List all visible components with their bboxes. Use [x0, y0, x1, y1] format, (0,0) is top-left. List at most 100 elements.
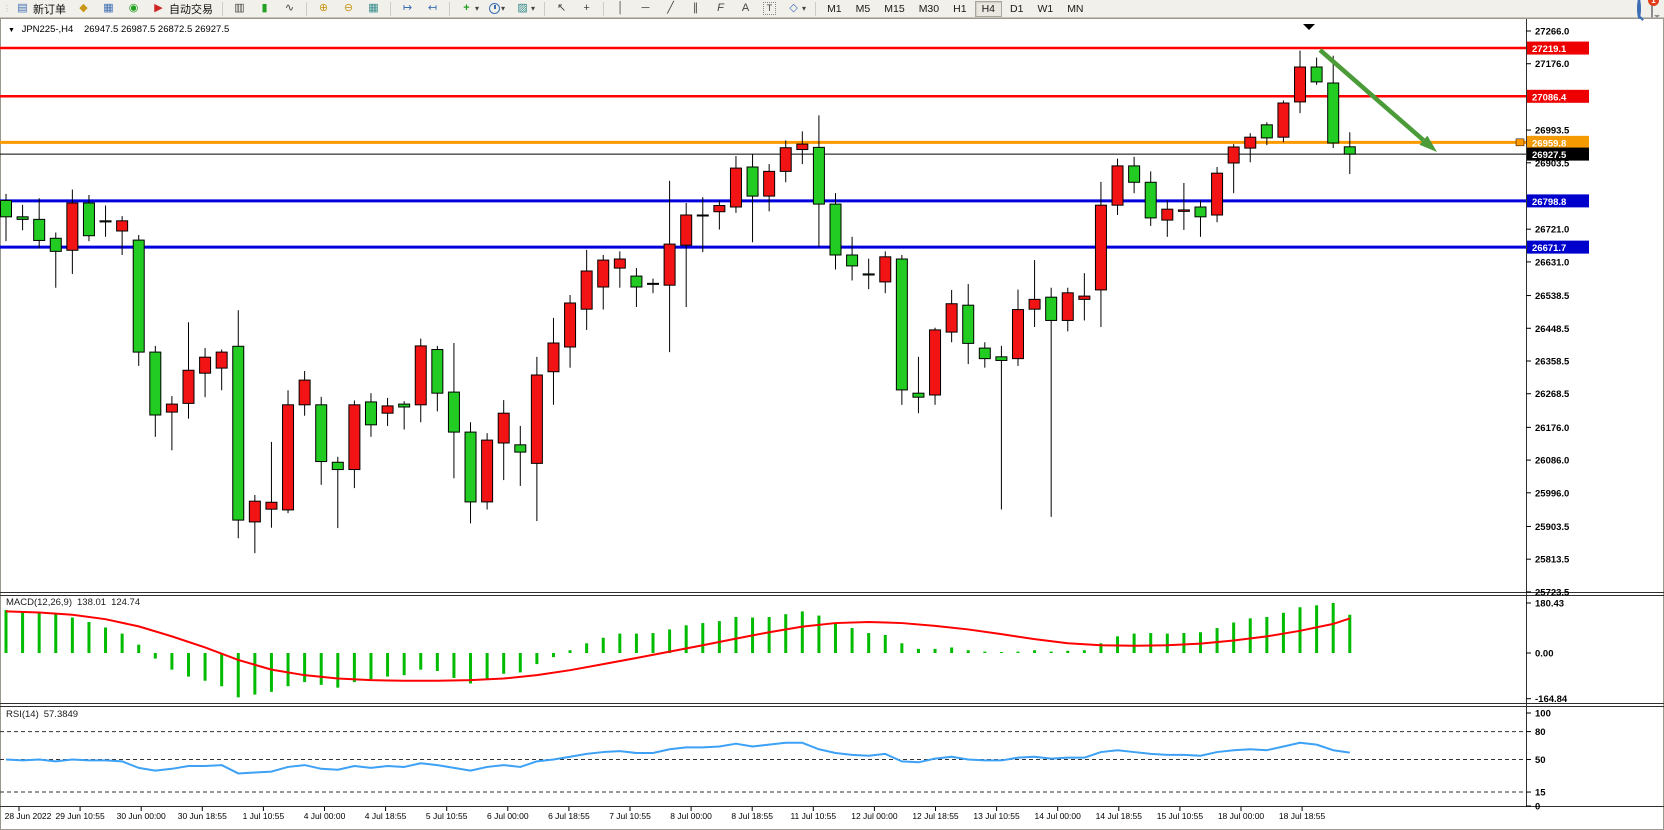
- auto-scroll-button[interactable]: ↦: [396, 1, 419, 17]
- equidistant-channel-tool-button[interactable]: ∥: [684, 1, 707, 17]
- x-axis-label[interactable]: 12 Jul 18:55: [912, 811, 959, 821]
- timeframe-m30[interactable]: M30: [918, 2, 940, 15]
- x-axis-label[interactable]: 28 Jun 2022: [5, 811, 52, 821]
- trendline-tool-button[interactable]: ╱: [659, 1, 682, 17]
- timeframe-m1[interactable]: M1: [827, 2, 842, 15]
- candlestick-chart-button[interactable]: ▮: [253, 1, 276, 17]
- candle-body: [1144, 181, 1157, 219]
- shapes-tool-button[interactable]: ◇ ▾: [782, 1, 810, 17]
- x-axis-label[interactable]: 1 Jul 10:55: [243, 811, 285, 821]
- x-axis-label[interactable]: 14 Jul 18:55: [1096, 811, 1143, 821]
- fibonacci-tool-button[interactable]: F: [709, 1, 732, 17]
- candle-body: [1343, 146, 1356, 155]
- crosshair-tool-button[interactable]: +: [575, 1, 598, 17]
- candle-body: [33, 218, 46, 241]
- y-axis-label[interactable]: 26448.5: [1535, 324, 1570, 335]
- x-axis-label[interactable]: 18 Jul 00:00: [1218, 811, 1265, 821]
- templates-button[interactable]: ▨ ▾: [511, 1, 539, 17]
- y-axis-label[interactable]: 26268.5: [1535, 389, 1570, 400]
- x-axis-label[interactable]: 18 Jul 18:55: [1279, 811, 1326, 821]
- y-axis-label[interactable]: 25723.5: [1535, 587, 1570, 598]
- candle-body: [331, 461, 344, 471]
- equidistant-channel-icon: ∥: [692, 2, 699, 14]
- y-axis-label[interactable]: 26358.5: [1535, 357, 1570, 368]
- y-axis-label[interactable]: 26721.0: [1535, 225, 1569, 236]
- x-axis-label[interactable]: 7 Jul 10:55: [609, 811, 651, 821]
- candle-body: [1194, 206, 1207, 218]
- x-axis-label[interactable]: 4 Jul 18:55: [365, 811, 407, 821]
- x-axis-label[interactable]: 4 Jul 00:00: [304, 811, 346, 821]
- deposit-icon: ◆: [79, 2, 88, 14]
- toolbar-grip[interactable]: ⋮⋮: [3, 4, 9, 13]
- timeframe-h4[interactable]: H4: [974, 0, 1002, 17]
- signals-button[interactable]: ◉: [122, 1, 145, 17]
- y-axis-label[interactable]: 25996.0: [1535, 488, 1569, 499]
- x-axis-label[interactable]: 13 Jul 10:55: [973, 811, 1020, 821]
- x-axis-label[interactable]: 29 Jun 10:55: [56, 811, 105, 821]
- y-axis-label[interactable]: 26538.5: [1535, 291, 1570, 302]
- x-axis-label[interactable]: 6 Jul 18:55: [548, 811, 590, 821]
- history-center-button[interactable]: ▦: [97, 1, 120, 17]
- zoom-in-button[interactable]: ⊕: [312, 1, 335, 17]
- horizontal-line-tool-button[interactable]: ─: [634, 1, 657, 17]
- candle-body: [1244, 136, 1257, 149]
- x-axis-label[interactable]: 15 Jul 10:55: [1157, 811, 1204, 821]
- add-indicator-button[interactable]: + ▾: [455, 1, 483, 17]
- chart-shift-button[interactable]: ↤: [421, 1, 444, 17]
- timeframe-m15[interactable]: M15: [884, 2, 905, 15]
- y-axis-label[interactable]: 26903.5: [1535, 158, 1570, 169]
- y-axis-label[interactable]: 26086.0: [1535, 456, 1569, 467]
- bar-chart-button[interactable]: ▥: [228, 1, 251, 17]
- periods-button[interactable]: ▾: [485, 1, 509, 17]
- tile-windows-button[interactable]: ▦: [362, 1, 385, 17]
- y-axis-label[interactable]: 25903.5: [1535, 522, 1570, 533]
- candle-body: [680, 214, 693, 246]
- cursor-tool-button[interactable]: ↖: [550, 1, 573, 17]
- macd-axis-label: -164.84: [1535, 694, 1568, 705]
- y-axis-label[interactable]: 26993.5: [1535, 126, 1570, 137]
- deposit-button[interactable]: ◆: [72, 1, 95, 17]
- x-axis-label[interactable]: 11 Jul 10:55: [790, 811, 836, 821]
- y-axis-label[interactable]: 27266.0: [1535, 27, 1569, 38]
- x-axis-label[interactable]: 8 Jul 00:00: [670, 811, 712, 821]
- chart-shift-icon: ↤: [427, 2, 438, 14]
- y-axis-label[interactable]: 25813.5: [1535, 555, 1570, 566]
- timeframe-d1[interactable]: D1: [1010, 2, 1024, 15]
- x-axis-label[interactable]: 5 Jul 10:55: [426, 811, 468, 821]
- x-axis-label[interactable]: 12 Jul 00:00: [851, 811, 898, 821]
- auto-trading-button[interactable]: ▶ 自动交易: [147, 1, 217, 17]
- vertical-line-icon: │: [617, 2, 624, 14]
- y-axis-label[interactable]: 26176.0: [1535, 423, 1569, 434]
- toolbar-separator: [222, 1, 223, 16]
- timeframe-h1[interactable]: H1: [953, 2, 967, 15]
- trend-arrow-head[interactable]: [1419, 135, 1437, 152]
- search-icon: [1637, 0, 1641, 19]
- text-tool-button[interactable]: A: [734, 1, 757, 17]
- y-axis-label[interactable]: 27176.0: [1535, 59, 1569, 70]
- x-axis-label[interactable]: 6 Jul 00:00: [487, 811, 529, 821]
- zoom-out-button[interactable]: ⊖: [337, 1, 360, 17]
- macd-main-value: 138.01: [77, 597, 107, 608]
- new-order-button[interactable]: ▤ 新订单: [11, 1, 70, 17]
- level-handle[interactable]: [1515, 138, 1525, 147]
- symbol-menu-caret-icon[interactable]: ▼: [8, 27, 15, 34]
- x-axis-label[interactable]: 30 Jun 18:55: [178, 811, 227, 821]
- candle-body: [1094, 204, 1107, 291]
- line-chart-button[interactable]: ∿: [278, 1, 301, 17]
- chart-end-marker-icon: [1303, 24, 1315, 30]
- timeframe-mn[interactable]: MN: [1067, 2, 1084, 15]
- candle-body: [597, 259, 610, 288]
- vertical-line-tool-button[interactable]: │: [609, 1, 632, 17]
- x-axis-label[interactable]: 14 Jul 00:00: [1035, 811, 1082, 821]
- text-label-tool-button[interactable]: T: [759, 1, 780, 17]
- timeframe-m5[interactable]: M5: [855, 2, 871, 15]
- trend-arrow-line[interactable]: [1318, 48, 1425, 142]
- x-axis-label[interactable]: 30 Jun 00:00: [117, 811, 166, 821]
- y-axis-label[interactable]: 26631.0: [1535, 257, 1569, 268]
- search-button[interactable]: [1637, 0, 1641, 19]
- timeframe-w1[interactable]: W1: [1037, 2, 1054, 15]
- notifications-button[interactable]: 1: [1648, 0, 1659, 18]
- x-axis-label[interactable]: 8 Jul 18:55: [731, 811, 773, 821]
- zoom-out-icon: ⊖: [343, 2, 354, 14]
